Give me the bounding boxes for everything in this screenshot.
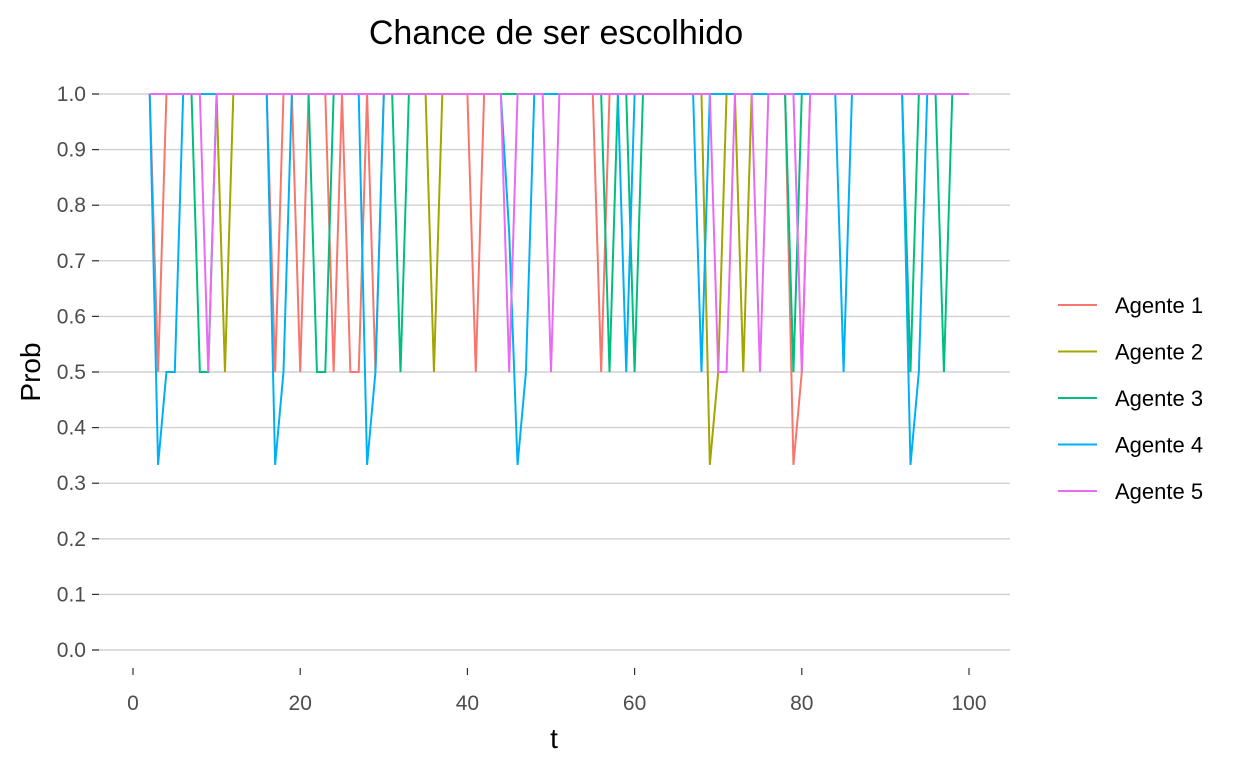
series-line-5 <box>149 93 969 373</box>
y-tick-label: 0.7 <box>57 250 86 273</box>
x-tick-label: 0 <box>127 692 139 715</box>
y-axis-title: Prob <box>15 342 46 401</box>
y-tick-label: 0.3 <box>57 472 86 495</box>
y-axis: 0.0 0.1 0.2 0.3 0.4 0.5 0.6 0.7 0.8 0.9 1.0 <box>57 83 99 662</box>
x-tick-label: 60 <box>623 692 646 715</box>
y-tick-label: 0.0 <box>57 639 86 662</box>
y-tick-label: 0.2 <box>57 528 86 551</box>
legend-label-2: Agente 2 <box>1115 340 1203 365</box>
y-tick-label: 1.0 <box>57 83 86 106</box>
legend-label-1: Agente 1 <box>1115 293 1203 318</box>
y-tick-label: 0.9 <box>57 139 86 162</box>
y-tick-label: 0.5 <box>57 361 86 384</box>
legend-label-4: Agente 4 <box>1115 433 1203 458</box>
legend: Agente 1 Agente 2 Agente 3 Agente 4 Agente 5 <box>1058 293 1203 504</box>
y-tick-label: 0.6 <box>57 305 86 328</box>
x-tick-label: 80 <box>790 692 813 715</box>
x-axis: 0 20 40 60 80 100 <box>127 668 987 715</box>
x-axis-title: t <box>550 723 558 754</box>
x-tick-label: 20 <box>289 692 312 715</box>
legend-label-3: Agente 3 <box>1115 386 1203 411</box>
x-tick-label: 40 <box>456 692 479 715</box>
x-tick-label: 100 <box>951 692 986 715</box>
y-tick-label: 0.1 <box>57 583 86 606</box>
y-tick-label: 0.4 <box>57 417 87 440</box>
legend-label-5: Agente 5 <box>1115 479 1203 504</box>
chart-title: Chance de ser escolhido <box>369 14 743 52</box>
series-lines <box>148 93 969 465</box>
y-tick-label: 0.8 <box>57 194 86 217</box>
